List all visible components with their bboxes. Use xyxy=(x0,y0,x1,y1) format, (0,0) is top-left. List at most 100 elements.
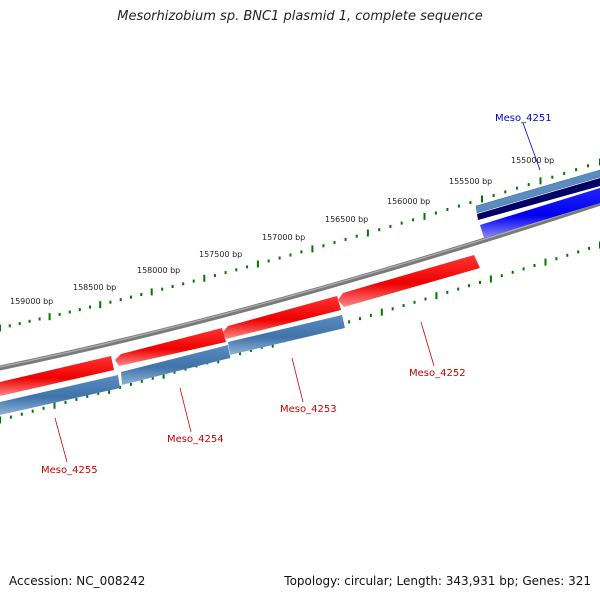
scale-label-156000: 156000 bp xyxy=(387,197,430,206)
outer-scale-minor-tick xyxy=(130,295,132,299)
outer-scale-minor-tick xyxy=(182,282,185,286)
outer-scale-minor-tick xyxy=(246,265,249,269)
inner-scale-minor-tick xyxy=(468,284,471,288)
outer-scale-minor-tick xyxy=(171,285,174,288)
outer-scale-minor-tick xyxy=(587,164,589,168)
inner-scale-minor-tick xyxy=(129,382,132,386)
outer-scale-minor-tick xyxy=(344,237,347,241)
inner-scale-minor-tick xyxy=(119,385,121,389)
outer-scale-major-tick xyxy=(481,195,483,203)
inner-scale-minor-tick xyxy=(239,352,241,356)
gene-label-meso-4251: Meso_4251 xyxy=(495,113,552,124)
outer-scale-minor-tick xyxy=(38,317,41,321)
outer-tick-scale xyxy=(0,158,600,332)
outer-scale-minor-tick xyxy=(378,228,381,232)
inner-scale-minor-tick xyxy=(86,394,89,398)
inner-scale-minor-tick xyxy=(566,253,569,257)
outer-scale-minor-tick xyxy=(267,259,270,263)
inner-scale-minor-tick xyxy=(173,370,176,374)
gene-label-meso-4253: Meso_4253 xyxy=(280,404,337,415)
outer-scale-minor-tick xyxy=(78,308,81,312)
outer-scale-minor-tick xyxy=(563,171,566,175)
inner-scale-minor-tick xyxy=(369,313,372,317)
outer-scale-minor-tick xyxy=(224,271,227,275)
inner-scale-minor-tick xyxy=(391,307,394,311)
outer-scale-minor-tick xyxy=(457,204,460,208)
inner-scale-minor-tick xyxy=(402,304,405,308)
reverse-feature-3[interactable] xyxy=(0,375,120,415)
outer-scale-major-tick xyxy=(150,288,153,296)
outer-scale-minor-tick xyxy=(213,274,216,277)
outer-scale-minor-tick xyxy=(355,234,358,238)
outer-scale-minor-tick xyxy=(58,312,61,316)
outer-scale-major-tick xyxy=(203,274,206,282)
sequence-backbone xyxy=(0,200,600,371)
inner-scale-major-tick xyxy=(162,371,165,379)
inner-scale-minor-tick xyxy=(20,412,23,416)
inner-scale-minor-tick xyxy=(555,257,558,261)
scale-label-158500: 158500 bp xyxy=(73,283,116,292)
outer-scale-minor-tick xyxy=(289,253,292,257)
scale-label-159000: 159000 bp xyxy=(10,297,53,306)
outer-scale-minor-tick xyxy=(161,287,164,291)
outer-scale-minor-tick xyxy=(322,244,325,248)
map-title: Mesorhizobium sp. BNC1 plasmid 1, comple… xyxy=(117,9,483,24)
inner-scale-minor-tick xyxy=(64,400,67,404)
reverse-feature-2[interactable] xyxy=(121,345,230,385)
gene-meso-4251[interactable] xyxy=(475,169,600,238)
outer-scale-major-tick xyxy=(0,324,1,332)
outer-scale-minor-tick xyxy=(109,300,112,304)
outer-scale-minor-tick xyxy=(18,322,21,326)
outer-scale-major-tick xyxy=(311,245,314,253)
reverse-feature-1[interactable] xyxy=(228,315,345,355)
outer-scale-minor-tick xyxy=(469,201,472,205)
outer-scale-minor-tick xyxy=(492,194,495,197)
gene-meso-4252[interactable] xyxy=(338,255,480,307)
outer-scale-minor-tick xyxy=(527,183,530,187)
gene-meso-4254[interactable] xyxy=(115,328,226,366)
gene-label-meso-4255: Meso_4255 xyxy=(41,465,98,476)
inner-scale-minor-tick xyxy=(359,317,361,321)
inner-scale-major-tick xyxy=(53,401,56,409)
inner-scale-minor-tick xyxy=(522,267,525,271)
inner-scale-major-tick xyxy=(489,275,492,283)
scale-label-158000: 158000 bp xyxy=(137,266,180,275)
inner-scale-major-tick xyxy=(380,308,383,316)
inner-scale-minor-tick xyxy=(348,320,351,324)
inner-scale-minor-tick xyxy=(511,270,514,274)
outer-scale-minor-tick xyxy=(140,293,143,296)
outer-scale-minor-tick xyxy=(575,168,578,172)
outer-scale-major-tick xyxy=(539,177,542,185)
inner-scale-minor-tick xyxy=(413,300,416,304)
outer-scale-minor-tick xyxy=(28,319,31,323)
summary-text: Topology: circular; Length: 343,931 bp; … xyxy=(284,574,591,588)
outer-scale-minor-tick xyxy=(68,310,71,314)
inner-scale-minor-tick xyxy=(533,264,536,267)
gene-leaders xyxy=(54,122,541,463)
scale-label-157500: 157500 bp xyxy=(199,250,242,259)
scale-labels: 155000 bp 155500 bp 156000 bp 156500 bp … xyxy=(10,156,554,306)
scale-label-157000: 157000 bp xyxy=(262,233,305,242)
outer-scale-minor-tick xyxy=(333,241,336,245)
scale-label-156500: 156500 bp xyxy=(325,215,368,224)
inner-scale-minor-tick xyxy=(42,406,45,410)
inner-scale-minor-tick xyxy=(446,290,449,294)
inner-scale-minor-tick xyxy=(97,391,100,395)
outer-scale-major-tick xyxy=(48,313,51,321)
outer-scale-major-tick xyxy=(256,260,259,268)
gene-meso-4255[interactable] xyxy=(0,356,114,396)
inner-scale-major-tick xyxy=(0,416,1,424)
inner-scale-minor-tick xyxy=(424,297,427,301)
gene-meso-4253[interactable] xyxy=(222,296,341,339)
inner-scale-minor-tick xyxy=(249,349,252,352)
inner-scale-minor-tick xyxy=(9,415,12,419)
outer-scale-minor-tick xyxy=(504,190,507,194)
inner-scale-minor-tick xyxy=(151,376,154,380)
outer-scale-major-tick xyxy=(99,301,102,309)
sequence-backbone-highlight xyxy=(0,201,600,368)
outer-scale-minor-tick xyxy=(192,279,195,283)
outer-scale-minor-tick xyxy=(8,324,11,328)
outer-scale-minor-tick xyxy=(389,225,392,228)
inner-scale-major-tick xyxy=(544,258,547,266)
